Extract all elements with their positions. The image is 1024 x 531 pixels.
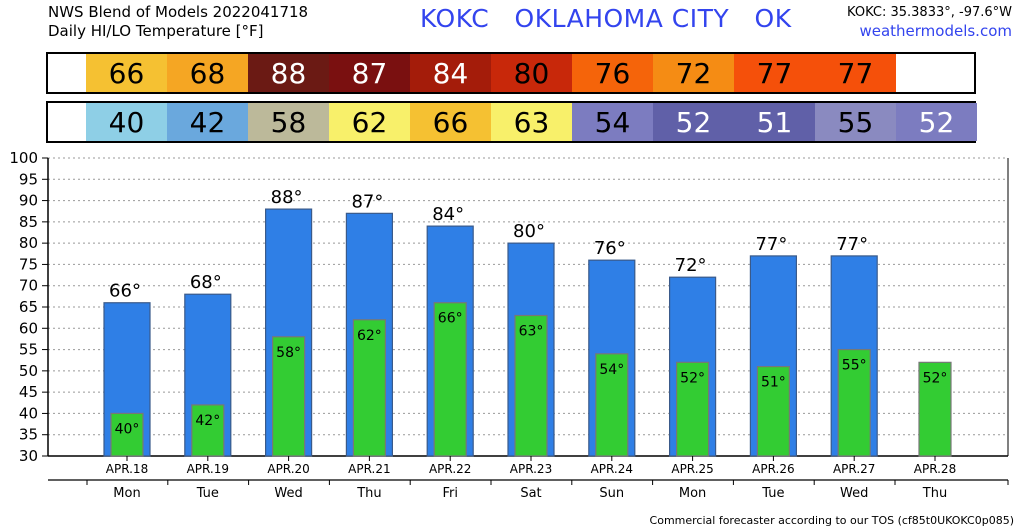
x-tick-label: APR.26 — [752, 462, 794, 476]
day-label: Thu — [922, 486, 947, 501]
high-temp-strip: 66 68 88 87 84 80 76 72 77 77 — [46, 52, 976, 94]
low-temp-cell: 54 — [572, 103, 653, 141]
y-tick-label: 70 — [19, 277, 38, 295]
day-label: Wed — [274, 486, 302, 501]
x-tick-label: APR.27 — [833, 462, 875, 476]
low-temp-label: 55° — [842, 358, 867, 374]
station-name: KOKC OKLAHOMA CITY OK — [420, 4, 792, 33]
low-temp-cell: 66 — [410, 103, 491, 141]
day-label: Tue — [761, 486, 784, 501]
low-temp-bar — [191, 404, 225, 457]
high-temp-cell: 88 — [248, 54, 329, 92]
y-tick-label: 60 — [19, 319, 38, 337]
low-temp-cell: 62 — [329, 103, 410, 141]
high-temp-label: 80° — [513, 221, 545, 242]
low-temp-label: 54° — [599, 362, 624, 378]
y-tick-label: 30 — [19, 447, 38, 465]
y-tick-label: 50 — [19, 362, 38, 380]
day-label: Tue — [196, 486, 219, 501]
low-temp-cell: 51 — [734, 103, 815, 141]
high-temp-cell: 84 — [410, 54, 491, 92]
day-label: Sat — [520, 486, 541, 501]
high-temp-cell: 72 — [653, 54, 734, 92]
day-label: Mon — [679, 486, 706, 501]
footer-note: Commercial forecaster according to our T… — [649, 514, 1014, 527]
y-tick-label: 80 — [19, 234, 38, 252]
high-temp-label: 66° — [109, 281, 141, 302]
low-temp-label: 63° — [519, 324, 544, 340]
y-tick-label: 40 — [19, 404, 38, 422]
x-tick-label: APR.18 — [106, 462, 148, 476]
high-temp-label: 77° — [755, 234, 787, 255]
low-temp-cell: 63 — [491, 103, 572, 141]
y-tick-label: 100 — [9, 150, 38, 167]
high-temp-cell: 76 — [572, 54, 653, 92]
y-tick-label: 65 — [19, 298, 38, 316]
low-temp-bar — [110, 412, 144, 457]
y-tick-label: 90 — [19, 192, 38, 210]
x-tick-label: APR.22 — [429, 462, 471, 476]
high-temp-cell: 68 — [167, 54, 248, 92]
low-temp-bar — [756, 366, 791, 457]
high-temp-cell: 87 — [329, 54, 410, 92]
low-temp-label: 52° — [923, 370, 948, 386]
low-temp-cell: 52 — [896, 103, 977, 141]
low-temp-bar — [837, 348, 871, 457]
low-temp-cell: 40 — [86, 103, 167, 141]
low-temp-cell: 55 — [815, 103, 896, 141]
y-tick-label: 75 — [19, 255, 38, 273]
title-line-1: NWS Blend of Models 2022041718 — [48, 3, 309, 21]
low-temp-label: 66° — [438, 311, 463, 327]
y-tick-label: 35 — [19, 426, 38, 444]
day-label: Fri — [442, 486, 458, 501]
x-tick-label: APR.21 — [348, 462, 390, 476]
high-temp-label: 88° — [271, 187, 303, 208]
high-temp-label: 77° — [836, 234, 868, 255]
high-temp-label: 84° — [432, 204, 464, 225]
day-label: Sun — [599, 486, 624, 501]
y-tick-label: 95 — [19, 170, 38, 188]
high-temp-cell: 77 — [815, 54, 896, 92]
high-temp-label: 68° — [190, 272, 222, 293]
day-label: Wed — [840, 486, 868, 501]
x-tick-label: APR.28 — [914, 462, 956, 476]
low-temp-cell: 42 — [167, 103, 248, 141]
low-temp-label: 42° — [195, 413, 220, 429]
low-temp-cell: 58 — [248, 103, 329, 141]
site-link[interactable]: weathermodels.com — [859, 22, 1012, 40]
low-temp-bar — [352, 319, 386, 457]
station-coords: KOKC: 35.3833°, -97.6°W — [847, 5, 1012, 20]
high-temp-label: 72° — [675, 255, 707, 276]
low-temp-label: 40° — [115, 421, 140, 437]
low-temp-label: 58° — [276, 345, 301, 361]
x-tick-label: APR.25 — [671, 462, 713, 476]
high-temp-cell: 77 — [734, 54, 815, 92]
temperature-bar-chart: 30 35 40 45 50 55 60 65 70 75 80 85 90 95 100 66° 40° APR… — [9, 150, 1009, 501]
day-label: Thu — [356, 486, 381, 501]
low-temp-label: 52° — [680, 370, 705, 386]
low-temp-cell: 52 — [653, 103, 734, 141]
low-temp-label: 51° — [761, 375, 786, 391]
high-temp-label: 76° — [594, 238, 626, 259]
high-temp-label: 87° — [351, 191, 383, 212]
x-tick-label: APR.23 — [510, 462, 552, 476]
low-temp-bar — [595, 353, 629, 457]
x-tick-label: APR.19 — [187, 462, 229, 476]
y-tick-label: 45 — [19, 383, 38, 401]
low-temp-label: 62° — [357, 328, 382, 344]
title-line-2: Daily HI/LO Temperature [°F] — [48, 22, 264, 40]
low-temp-bar — [918, 361, 952, 457]
y-tick-label: 85 — [19, 213, 38, 231]
chart-title: NWS Blend of Models 2022041718 Daily HI/… — [48, 3, 308, 41]
low-temp-strip: 40 42 58 62 66 63 54 52 51 55 52 — [46, 101, 977, 143]
high-temp-cell: 66 — [86, 54, 167, 92]
x-tick-label: APR.20 — [267, 462, 309, 476]
x-tick-label: APR.24 — [591, 462, 633, 476]
high-temp-cell: 80 — [491, 54, 572, 92]
day-label: Mon — [113, 486, 140, 501]
header-right: KOKC: 35.3833°, -97.6°W weathermodels.co… — [847, 4, 1012, 40]
y-tick-label: 55 — [19, 341, 38, 359]
